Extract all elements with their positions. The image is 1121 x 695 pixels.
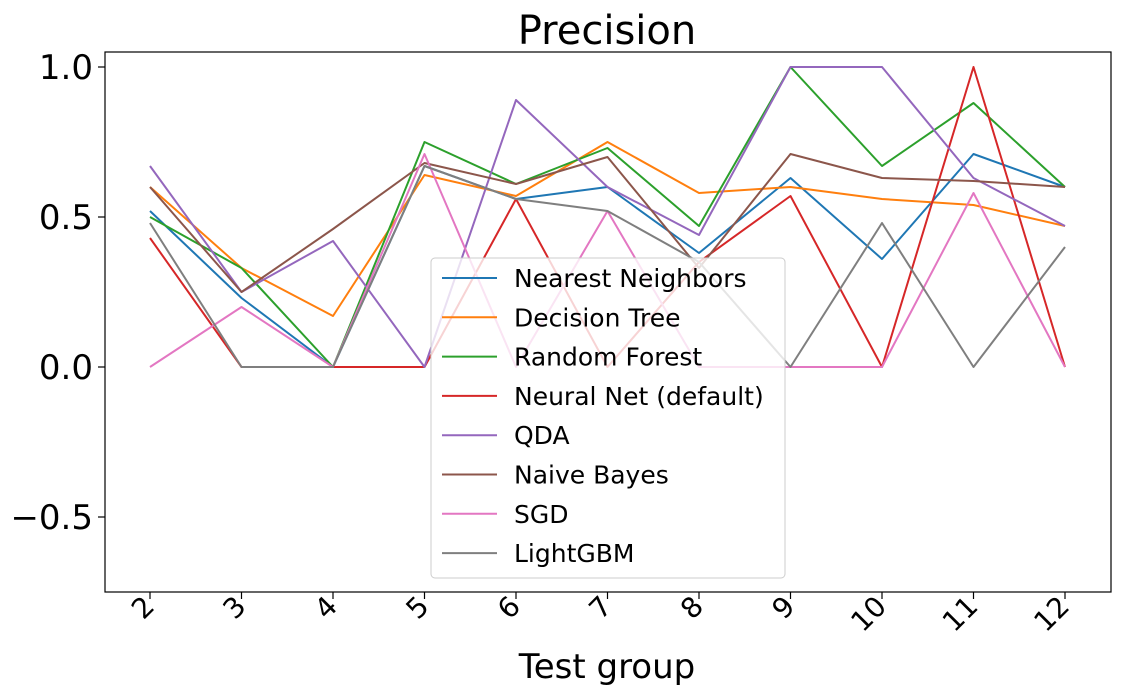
x-tick-label: 8 <box>674 590 710 626</box>
plot-area: −0.5 0.0 0.5 1.0 2 3 4 5 6 7 8 9 10 11 12 Nearest Neigh… <box>10 48 1112 639</box>
x-tick-label: 7 <box>583 590 619 626</box>
legend-label: LightGBM <box>514 539 634 568</box>
legend-label: Decision Tree <box>514 303 680 332</box>
x-tick-label: 2 <box>125 590 161 626</box>
x-tick-label: 12 <box>1027 590 1076 639</box>
series-line <box>149 165 1066 368</box>
series-line <box>149 66 1066 368</box>
x-tick-label: 3 <box>217 590 253 626</box>
y-tick-label: 0.0 <box>39 348 93 388</box>
series-line <box>149 153 1066 293</box>
x-tick-label: 5 <box>400 590 436 626</box>
legend-box <box>430 257 786 579</box>
legend-label: QDA <box>514 421 570 450</box>
x-tick-label: 10 <box>844 590 893 639</box>
series-line <box>149 141 1066 317</box>
x-axis-label: Test group <box>518 647 696 687</box>
x-tick-label: 6 <box>491 590 527 626</box>
x-tick-label: 4 <box>308 590 344 626</box>
x-tick-label: 9 <box>766 590 802 626</box>
chart-title: Precision <box>518 8 696 54</box>
series-line <box>149 66 1066 368</box>
legend-label: Neural Net (default) <box>514 382 764 411</box>
y-tick-label: 1.0 <box>39 48 93 88</box>
legend-label: Nearest Neighbors <box>514 264 747 293</box>
legend-label: Random Forest <box>514 343 702 372</box>
y-tick-label: −0.5 <box>10 498 93 538</box>
x-tick-label: 11 <box>936 590 985 639</box>
y-tick-label: 0.5 <box>39 198 93 238</box>
legend-label: SGD <box>514 500 569 529</box>
legend-label: Naive Bayes <box>514 461 669 490</box>
